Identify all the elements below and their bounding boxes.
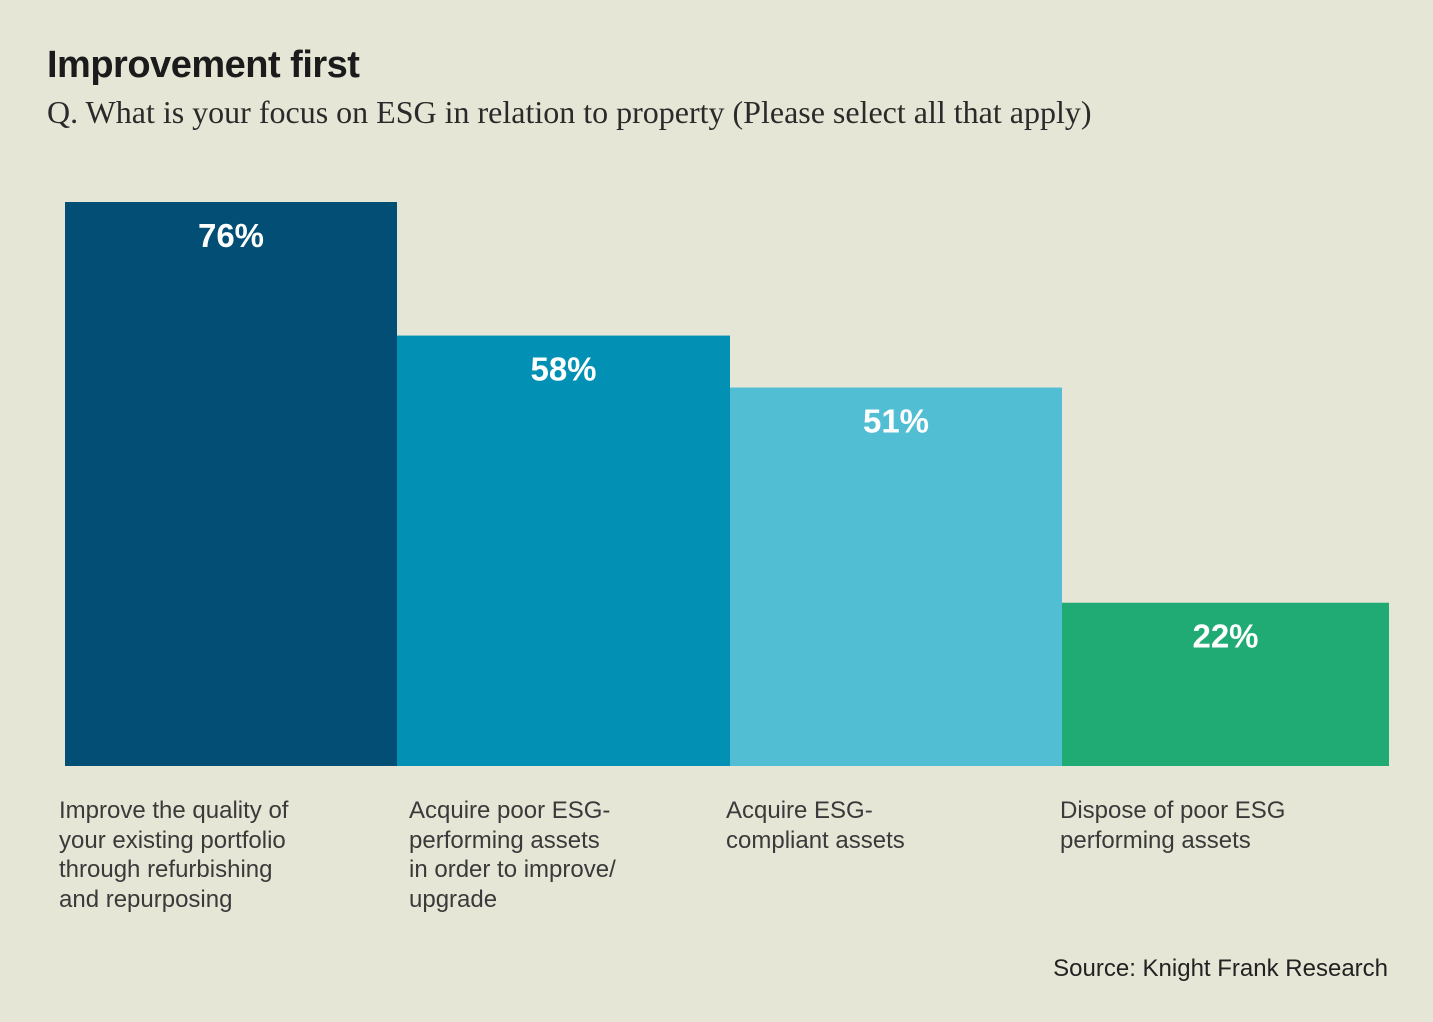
category-label-improve-quality: Improve the quality of your existing por… — [59, 797, 289, 913]
bar-dispose-poor — [1062, 602, 1389, 766]
value-label-acquire-compliant: 51% — [863, 403, 929, 440]
bar-acquire-poor — [397, 335, 730, 766]
chart-subtitle: Q. What is your focus on ESG in relation… — [47, 94, 1092, 130]
chart-title: Improvement first — [47, 44, 360, 86]
value-label-dispose-poor: 22% — [1192, 618, 1258, 655]
category-label-acquire-poor: Acquire poor ESG- performing assets in o… — [409, 797, 616, 913]
value-label-acquire-poor: 58% — [530, 351, 596, 388]
category-label-dispose-poor: Dispose of poor ESG performing assets — [1060, 797, 1286, 854]
value-label-improve-quality: 76% — [198, 217, 264, 254]
bar-acquire-compliant — [730, 387, 1062, 766]
source-note: Source: Knight Frank Research — [1053, 955, 1388, 982]
bar-improve-quality — [65, 202, 397, 766]
category-label-acquire-compliant: Acquire ESG- compliant assets — [726, 797, 905, 854]
